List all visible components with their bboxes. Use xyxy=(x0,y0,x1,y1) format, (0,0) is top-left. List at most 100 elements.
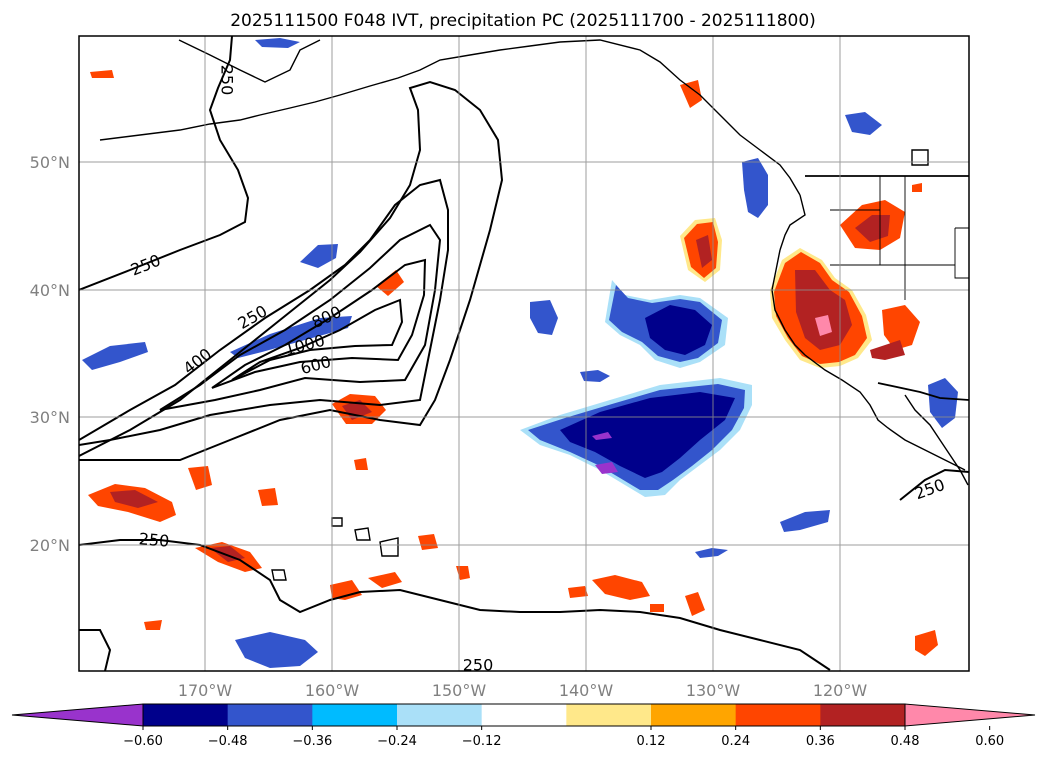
colorbar-frame xyxy=(142,703,906,727)
neg-blob-central-extreme xyxy=(592,432,618,474)
pos-blob-south-1 xyxy=(330,580,362,600)
pos-blob-interior-2 xyxy=(882,305,920,350)
colorbar-segment xyxy=(481,704,567,726)
lat-label-50: 50°N xyxy=(30,153,70,172)
plot-title: 2025111500 F048 IVT, precipitation PC (2… xyxy=(230,11,816,31)
lon-label-130w: 130°W xyxy=(686,681,741,700)
pos-blob-mid-ocean-1b xyxy=(342,400,372,420)
pos-blob-south-4 xyxy=(685,592,705,616)
graticule xyxy=(79,36,969,671)
neg-blob-small-1 xyxy=(530,300,558,335)
pos-blob-south-5 xyxy=(568,586,588,598)
colorbar-segment xyxy=(227,704,313,726)
lat-label-20: 20°N xyxy=(30,536,70,555)
colorbar-tick-label: −0.24 xyxy=(377,734,417,749)
coast-hawaii-2 xyxy=(354,527,371,541)
map-panel: 250 250 250 400 800 1000 600 250 250 250 xyxy=(78,35,970,675)
colorbar-tick-label: −0.12 xyxy=(462,734,502,749)
neg-blob-north-strong xyxy=(645,305,712,355)
colorbar-tick-label: 0.48 xyxy=(891,734,920,749)
coast-island-a xyxy=(271,569,287,581)
ivt-contour-250-north xyxy=(79,36,250,291)
colorbar-segment xyxy=(312,704,398,726)
pos-blob-interior-1b xyxy=(855,215,890,242)
lat-label-40: 40°N xyxy=(30,281,70,300)
colorbar-segment xyxy=(566,704,652,726)
ivt-contour-250-outer xyxy=(79,80,504,461)
coast-bc-washington xyxy=(779,194,806,251)
neg-blob-small-3 xyxy=(300,244,338,268)
contour-label-250-south: 250 xyxy=(138,529,170,551)
pos-blob-south-7 xyxy=(915,630,938,656)
ivt-contour-1000 xyxy=(231,298,404,381)
lon-label-150w: 150°W xyxy=(432,681,487,700)
lon-label-170w: 170°W xyxy=(178,681,233,700)
coast-island-b xyxy=(911,149,929,166)
coast-us-west xyxy=(771,249,966,471)
border-us-states-1 xyxy=(830,176,969,300)
neg-blob-small-5 xyxy=(230,316,352,358)
neg-blob-small-9 xyxy=(845,112,882,135)
coast-hawaii-3 xyxy=(379,537,399,557)
pos-blob-small-f xyxy=(144,620,162,630)
colorbar-segment xyxy=(143,704,229,726)
neg-blob-central-strong xyxy=(560,392,735,478)
lon-label-120w: 120°W xyxy=(813,681,868,700)
lon-label-140w: 140°W xyxy=(559,681,614,700)
ivt-contour-250-south xyxy=(79,539,831,671)
colorbar-tick-label: −0.48 xyxy=(208,734,248,749)
coast-alaska-aleutian xyxy=(99,39,801,196)
colorbar-segment xyxy=(820,704,906,726)
neg-blob-small-12 xyxy=(255,38,300,48)
pos-blob-small-c xyxy=(354,458,368,470)
ivt-contour-400 xyxy=(79,178,449,446)
ivt-contour-250-east xyxy=(899,468,969,501)
contour-label-250-topleft: 250 xyxy=(218,65,237,96)
neg-blob-small-10 xyxy=(580,370,610,382)
colorbar: −0.60 −0.48 −0.36 −0.24 −0.12 0.12 0.24 0.36 0.4… xyxy=(11,703,1036,749)
pos-blob-offshore-strong xyxy=(696,235,712,268)
neg-blob-small-2 xyxy=(742,158,768,218)
colorbar-tick-label: 0.24 xyxy=(721,734,750,749)
pos-blob-westcoast-extreme xyxy=(815,315,832,336)
neg-blob-small-8 xyxy=(928,378,958,428)
colorbar-extend-high xyxy=(904,703,1036,727)
colorbar-tick-label: 0.12 xyxy=(637,734,666,749)
ivt-contour-250-bottom xyxy=(79,629,112,671)
ivt-contour-800 xyxy=(211,258,427,389)
colorbar-extend-low xyxy=(11,703,144,727)
pos-blob-small-i xyxy=(912,183,922,192)
colorbar-segment xyxy=(735,704,821,726)
colorbar-tick-label: 0.60 xyxy=(975,734,1004,749)
colorbar-segment xyxy=(397,704,483,726)
pos-blob-small-a xyxy=(90,70,114,78)
neg-blob-small-7 xyxy=(780,510,830,532)
neg-blob-small-4 xyxy=(82,342,148,370)
contour-label-250-bottom: 250 xyxy=(463,656,494,675)
ivt-contours xyxy=(79,36,969,671)
pos-blob-small-d xyxy=(188,466,212,490)
ivt-contour-600 xyxy=(159,223,442,411)
precip-positive-fields xyxy=(88,70,938,656)
coastlines xyxy=(99,39,969,581)
map-frame xyxy=(78,35,970,672)
neg-blob-small-11 xyxy=(695,548,728,558)
colorbar-tick-label: −0.60 xyxy=(123,734,163,749)
pos-blob-south-3 xyxy=(592,575,650,600)
lon-label-160w: 160°W xyxy=(305,681,360,700)
lat-label-30: 30°N xyxy=(30,408,70,427)
latitude-labels: 50°N 40°N 30°N 20°N xyxy=(30,153,70,555)
pos-blob-west-1b xyxy=(110,490,158,508)
pos-blob-small-e xyxy=(258,488,278,506)
pos-blob-interior-3 xyxy=(870,340,905,360)
pos-blob-south-6 xyxy=(418,534,438,550)
precip-negative-fields xyxy=(82,38,958,668)
pos-blob-small-h xyxy=(650,604,664,612)
pos-blob-south-2 xyxy=(368,572,402,588)
coast-alaska-north xyxy=(178,39,321,83)
neg-blob-small-6 xyxy=(235,632,318,668)
border-us-mexico xyxy=(877,382,969,401)
coast-baja xyxy=(904,394,969,486)
pos-blob-seattle xyxy=(680,80,702,108)
